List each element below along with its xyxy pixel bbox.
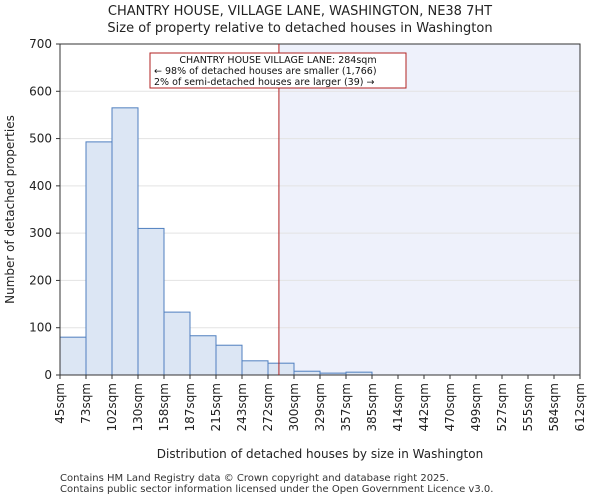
x-tick-label: 555sqm xyxy=(521,383,535,431)
footer-licence: Contains public sector information licen… xyxy=(60,484,494,495)
x-tick-label: 414sqm xyxy=(391,383,405,431)
histogram-bar xyxy=(241,360,269,376)
histogram-bar xyxy=(293,370,321,376)
y-tick-label: 100 xyxy=(29,321,52,335)
chart-subtitle: Size of property relative to detached ho… xyxy=(107,21,493,36)
histogram-bar xyxy=(189,335,217,376)
y-tick-label: 0 xyxy=(44,368,52,382)
y-tick-label: 700 xyxy=(29,37,52,51)
x-tick-label: 130sqm xyxy=(131,383,145,431)
annotation-box xyxy=(149,52,407,89)
annotation-title: CHANTRY HOUSE VILLAGE LANE: 284sqm xyxy=(179,55,376,66)
chart-title: CHANTRY HOUSE, VILLAGE LANE, WASHINGTON,… xyxy=(107,4,493,19)
larger-region-shade xyxy=(278,44,580,375)
x-tick-label: 357sqm xyxy=(339,383,353,431)
histogram-bar xyxy=(111,107,139,376)
histogram-bar xyxy=(215,344,243,376)
x-tick-label: 612sqm xyxy=(573,383,587,431)
x-tick-label: 442sqm xyxy=(417,383,431,431)
histogram-bar xyxy=(137,227,165,376)
y-tick-label: 400 xyxy=(29,179,52,193)
x-tick-label: 527sqm xyxy=(495,383,509,431)
x-tick-label: 385sqm xyxy=(365,383,379,431)
y-axis-label: Number of detached properties xyxy=(3,115,17,304)
x-tick-label: 329sqm xyxy=(313,383,327,431)
x-tick-label: 73sqm xyxy=(79,383,93,424)
y-tick-label: 300 xyxy=(29,226,52,240)
annotation-smaller: ← 98% of detached houses are smaller (1,… xyxy=(154,66,377,77)
x-tick-label: 300sqm xyxy=(287,383,301,431)
x-tick-label: 158sqm xyxy=(157,383,171,431)
histogram-bar xyxy=(85,141,113,376)
histogram-bar xyxy=(267,362,295,376)
x-tick-label: 470sqm xyxy=(443,383,457,431)
y-tick-label: 500 xyxy=(29,132,52,146)
histogram-bar xyxy=(163,311,191,376)
x-tick-label: 215sqm xyxy=(209,383,223,431)
x-tick-label: 243sqm xyxy=(235,383,249,431)
x-tick-label: 272sqm xyxy=(261,383,275,431)
x-tick-label: 584sqm xyxy=(547,383,561,431)
annotation-larger: 2% of semi-detached houses are larger (3… xyxy=(154,77,374,88)
footer-copyright: Contains HM Land Registry data © Crown c… xyxy=(60,473,449,484)
x-axis-label: Distribution of detached houses by size … xyxy=(157,447,483,461)
y-tick-label: 200 xyxy=(29,273,52,287)
x-tick-label: 187sqm xyxy=(183,383,197,431)
x-tick-label: 499sqm xyxy=(469,383,483,431)
y-tick-label: 600 xyxy=(29,84,52,98)
histogram-bar xyxy=(59,336,87,376)
x-tick-label: 102sqm xyxy=(105,383,119,431)
x-tick-label: 45sqm xyxy=(53,383,67,424)
